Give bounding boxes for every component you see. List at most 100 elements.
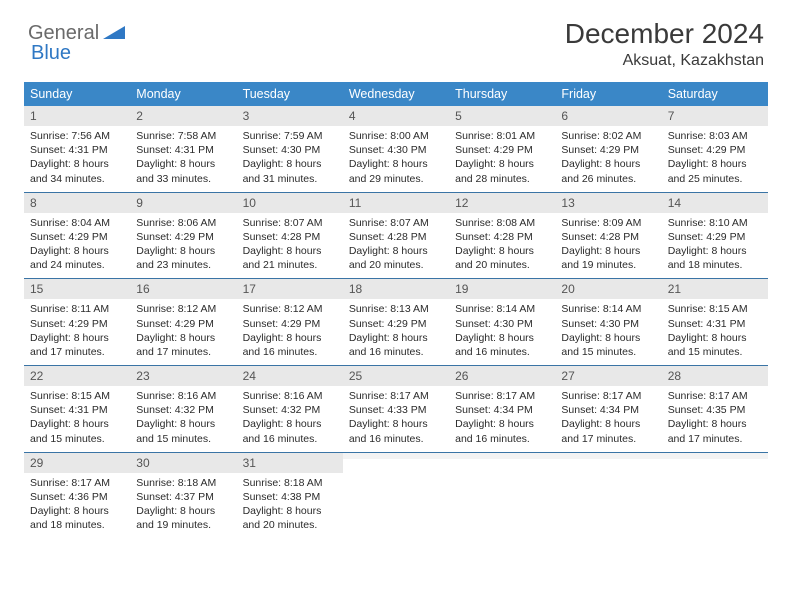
day-cell: 15Sunrise: 8:11 AMSunset: 4:29 PMDayligh… bbox=[24, 279, 130, 365]
day-body: Sunrise: 8:06 AMSunset: 4:29 PMDaylight:… bbox=[130, 213, 236, 279]
day-body: Sunrise: 8:14 AMSunset: 4:30 PMDaylight:… bbox=[555, 299, 661, 365]
day-body: Sunrise: 8:09 AMSunset: 4:28 PMDaylight:… bbox=[555, 213, 661, 279]
day-cell: 14Sunrise: 8:10 AMSunset: 4:29 PMDayligh… bbox=[662, 193, 768, 279]
day-cell: 27Sunrise: 8:17 AMSunset: 4:34 PMDayligh… bbox=[555, 366, 661, 452]
sunset-text: Sunset: 4:29 PM bbox=[349, 317, 443, 331]
sunrise-text: Sunrise: 8:17 AM bbox=[668, 389, 762, 403]
sunset-text: Sunset: 4:37 PM bbox=[136, 490, 230, 504]
daylight-text-1: Daylight: 8 hours bbox=[136, 504, 230, 518]
day-cell: 21Sunrise: 8:15 AMSunset: 4:31 PMDayligh… bbox=[662, 279, 768, 365]
sunset-text: Sunset: 4:31 PM bbox=[668, 317, 762, 331]
day-body: Sunrise: 8:17 AMSunset: 4:34 PMDaylight:… bbox=[555, 386, 661, 452]
day-number: 24 bbox=[237, 366, 343, 386]
day-cell: 1Sunrise: 7:56 AMSunset: 4:31 PMDaylight… bbox=[24, 106, 130, 192]
day-number: 21 bbox=[662, 279, 768, 299]
daylight-text-2: and 15 minutes. bbox=[136, 432, 230, 446]
daylight-text-2: and 20 minutes. bbox=[243, 518, 337, 532]
day-number: 1 bbox=[24, 106, 130, 126]
daylight-text-2: and 20 minutes. bbox=[349, 258, 443, 272]
day-cell: 11Sunrise: 8:07 AMSunset: 4:28 PMDayligh… bbox=[343, 193, 449, 279]
day-body: Sunrise: 8:17 AMSunset: 4:36 PMDaylight:… bbox=[24, 473, 130, 539]
daylight-text-1: Daylight: 8 hours bbox=[30, 157, 124, 171]
sunset-text: Sunset: 4:29 PM bbox=[243, 317, 337, 331]
dow-monday: Monday bbox=[130, 82, 236, 106]
daylight-text-2: and 17 minutes. bbox=[668, 432, 762, 446]
sunrise-text: Sunrise: 8:09 AM bbox=[561, 216, 655, 230]
sunrise-text: Sunrise: 8:06 AM bbox=[136, 216, 230, 230]
daylight-text-2: and 17 minutes. bbox=[136, 345, 230, 359]
day-body: Sunrise: 7:58 AMSunset: 4:31 PMDaylight:… bbox=[130, 126, 236, 192]
daylight-text-2: and 18 minutes. bbox=[30, 518, 124, 532]
daylight-text-1: Daylight: 8 hours bbox=[561, 244, 655, 258]
day-number: 23 bbox=[130, 366, 236, 386]
sunrise-text: Sunrise: 8:17 AM bbox=[455, 389, 549, 403]
day-body: Sunrise: 8:17 AMSunset: 4:35 PMDaylight:… bbox=[662, 386, 768, 452]
day-number: 14 bbox=[662, 193, 768, 213]
sunrise-text: Sunrise: 8:00 AM bbox=[349, 129, 443, 143]
sunrise-text: Sunrise: 7:58 AM bbox=[136, 129, 230, 143]
sunset-text: Sunset: 4:28 PM bbox=[561, 230, 655, 244]
day-cell: 13Sunrise: 8:09 AMSunset: 4:28 PMDayligh… bbox=[555, 193, 661, 279]
daylight-text-1: Daylight: 8 hours bbox=[243, 331, 337, 345]
daylight-text-2: and 19 minutes. bbox=[561, 258, 655, 272]
sunset-text: Sunset: 4:28 PM bbox=[243, 230, 337, 244]
logo-text-blue: Blue bbox=[31, 42, 71, 64]
daylight-text-1: Daylight: 8 hours bbox=[561, 331, 655, 345]
day-number: 20 bbox=[555, 279, 661, 299]
weeks-container: 1Sunrise: 7:56 AMSunset: 4:31 PMDaylight… bbox=[24, 106, 768, 538]
sunset-text: Sunset: 4:38 PM bbox=[243, 490, 337, 504]
day-cell: 7Sunrise: 8:03 AMSunset: 4:29 PMDaylight… bbox=[662, 106, 768, 192]
day-number: 9 bbox=[130, 193, 236, 213]
sunset-text: Sunset: 4:30 PM bbox=[455, 317, 549, 331]
day-number: 29 bbox=[24, 453, 130, 473]
day-body bbox=[343, 459, 449, 521]
sunrise-text: Sunrise: 8:02 AM bbox=[561, 129, 655, 143]
daylight-text-2: and 16 minutes. bbox=[349, 432, 443, 446]
day-number: 5 bbox=[449, 106, 555, 126]
day-number: 18 bbox=[343, 279, 449, 299]
daylight-text-1: Daylight: 8 hours bbox=[455, 244, 549, 258]
day-cell: 19Sunrise: 8:14 AMSunset: 4:30 PMDayligh… bbox=[449, 279, 555, 365]
daylight-text-2: and 17 minutes. bbox=[30, 345, 124, 359]
daylight-text-1: Daylight: 8 hours bbox=[668, 417, 762, 431]
day-body bbox=[662, 459, 768, 521]
daylight-text-2: and 18 minutes. bbox=[668, 258, 762, 272]
daylight-text-1: Daylight: 8 hours bbox=[136, 331, 230, 345]
day-body: Sunrise: 8:16 AMSunset: 4:32 PMDaylight:… bbox=[237, 386, 343, 452]
sunset-text: Sunset: 4:30 PM bbox=[561, 317, 655, 331]
day-body bbox=[555, 459, 661, 521]
daylight-text-1: Daylight: 8 hours bbox=[349, 157, 443, 171]
daylight-text-1: Daylight: 8 hours bbox=[349, 417, 443, 431]
daylight-text-2: and 16 minutes. bbox=[243, 432, 337, 446]
sunset-text: Sunset: 4:34 PM bbox=[561, 403, 655, 417]
day-body bbox=[449, 459, 555, 521]
sunrise-text: Sunrise: 8:07 AM bbox=[349, 216, 443, 230]
day-body: Sunrise: 8:13 AMSunset: 4:29 PMDaylight:… bbox=[343, 299, 449, 365]
daylight-text-2: and 29 minutes. bbox=[349, 172, 443, 186]
dow-friday: Friday bbox=[555, 82, 661, 106]
sunset-text: Sunset: 4:29 PM bbox=[561, 143, 655, 157]
day-cell: 20Sunrise: 8:14 AMSunset: 4:30 PMDayligh… bbox=[555, 279, 661, 365]
day-cell bbox=[555, 453, 661, 539]
daylight-text-1: Daylight: 8 hours bbox=[668, 157, 762, 171]
day-body: Sunrise: 8:07 AMSunset: 4:28 PMDaylight:… bbox=[343, 213, 449, 279]
daylight-text-1: Daylight: 8 hours bbox=[243, 417, 337, 431]
day-body: Sunrise: 8:17 AMSunset: 4:33 PMDaylight:… bbox=[343, 386, 449, 452]
day-number: 15 bbox=[24, 279, 130, 299]
day-cell: 30Sunrise: 8:18 AMSunset: 4:37 PMDayligh… bbox=[130, 453, 236, 539]
daylight-text-2: and 17 minutes. bbox=[561, 432, 655, 446]
sunrise-text: Sunrise: 8:18 AM bbox=[136, 476, 230, 490]
sunset-text: Sunset: 4:29 PM bbox=[30, 230, 124, 244]
day-cell: 17Sunrise: 8:12 AMSunset: 4:29 PMDayligh… bbox=[237, 279, 343, 365]
location: Aksuat, Kazakhstan bbox=[565, 52, 764, 70]
day-number: 28 bbox=[662, 366, 768, 386]
day-cell: 31Sunrise: 8:18 AMSunset: 4:38 PMDayligh… bbox=[237, 453, 343, 539]
sunset-text: Sunset: 4:29 PM bbox=[136, 230, 230, 244]
sunset-text: Sunset: 4:36 PM bbox=[30, 490, 124, 504]
dow-wednesday: Wednesday bbox=[343, 82, 449, 106]
sunrise-text: Sunrise: 8:08 AM bbox=[455, 216, 549, 230]
daylight-text-1: Daylight: 8 hours bbox=[455, 331, 549, 345]
sunrise-text: Sunrise: 8:16 AM bbox=[243, 389, 337, 403]
sunrise-text: Sunrise: 8:12 AM bbox=[136, 302, 230, 316]
sunrise-text: Sunrise: 8:17 AM bbox=[30, 476, 124, 490]
